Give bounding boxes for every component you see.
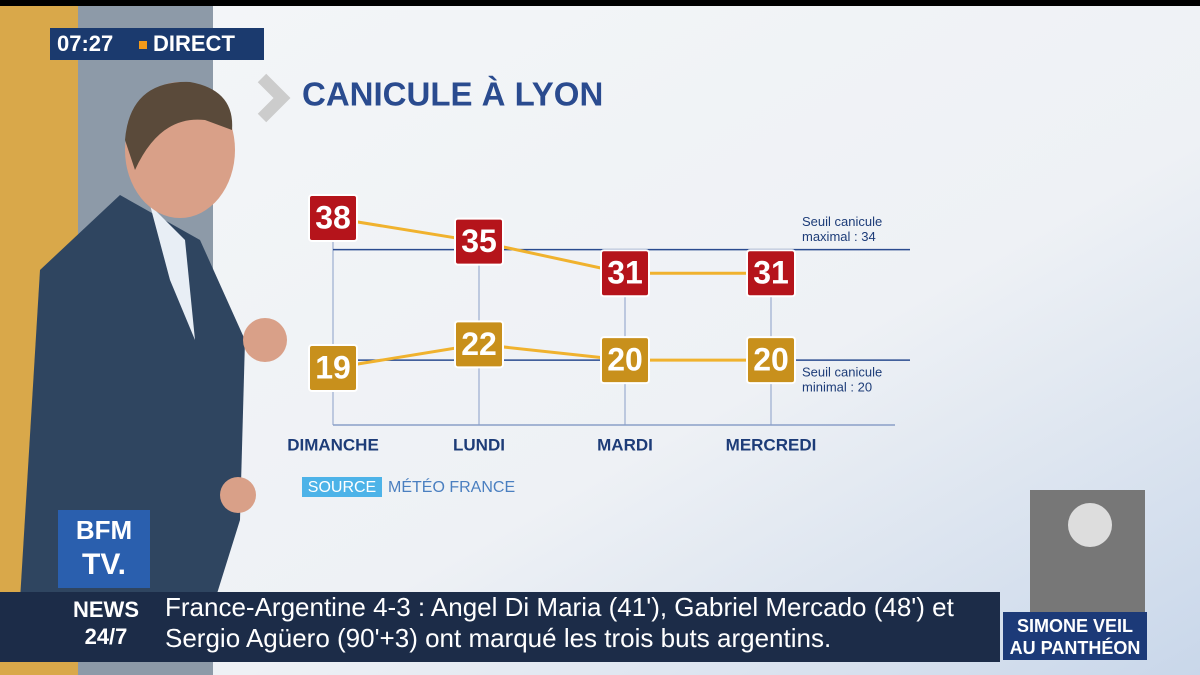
source-label: SOURCE (308, 479, 376, 496)
x-tick-label: MERCREDI (726, 435, 817, 454)
value-label: 31 (753, 255, 789, 291)
value-badge (454, 217, 504, 266)
top-border (0, 0, 1200, 6)
chart-title: CANICULE À LYON (302, 76, 603, 113)
promo-line: SIMONE VEIL (1017, 616, 1133, 636)
value-label: 20 (607, 342, 643, 378)
value-label: 19 (315, 349, 351, 385)
chevron (257, 73, 291, 123)
x-tick-label: MARDI (597, 435, 653, 454)
logo-top: BFM (76, 515, 132, 545)
threshold-label: maximal : 34 (802, 229, 876, 244)
presenter (20, 81, 287, 600)
value-label: 35 (461, 223, 497, 259)
logo-bottom: TV. (82, 548, 126, 581)
photo-face (1068, 503, 1112, 547)
value-badge (600, 336, 650, 385)
brand-line: 24/7 (85, 624, 128, 649)
time: 07:27 (57, 31, 113, 56)
source-box (302, 477, 382, 497)
value-badge (746, 336, 796, 385)
series-line (332, 342, 771, 370)
live: DIRECT (153, 31, 235, 56)
ticker-line: France-Argentine 4-3 : Angel Di Maria (4… (165, 592, 955, 622)
value-label: 38 (315, 199, 351, 235)
ticker-line: Sergio Agüero (90'+3) ont marqué les tro… (165, 623, 831, 653)
series-line (332, 216, 771, 275)
x-tick-label: LUNDI (453, 435, 505, 454)
logo (58, 510, 150, 588)
threshold-label: minimal : 20 (802, 380, 872, 395)
chart: DIMANCHE LUNDI MARDI MERCREDI Seuil canicule… (287, 194, 910, 454)
live-box (50, 28, 264, 60)
value-badge (308, 194, 358, 242)
value-label: 22 (461, 326, 497, 362)
source-text: MÉTÉO FRANCE (388, 477, 515, 496)
ticker-bar (0, 592, 1000, 662)
value-label: 31 (607, 255, 643, 291)
value-label: 20 (753, 342, 789, 378)
brand-line: NEWS (73, 597, 139, 622)
x-tick-label: DIMANCHE (287, 435, 379, 454)
dot (139, 41, 147, 49)
value-badge (746, 249, 796, 298)
value-badge (308, 344, 358, 392)
promo-box (1003, 612, 1147, 660)
value-badge (454, 320, 504, 369)
threshold-label: Seuil canicule (802, 365, 882, 380)
value-badge (600, 249, 650, 298)
promo-line: AU PANTHÉON (1010, 637, 1141, 658)
threshold-label: Seuil canicule (802, 214, 882, 229)
